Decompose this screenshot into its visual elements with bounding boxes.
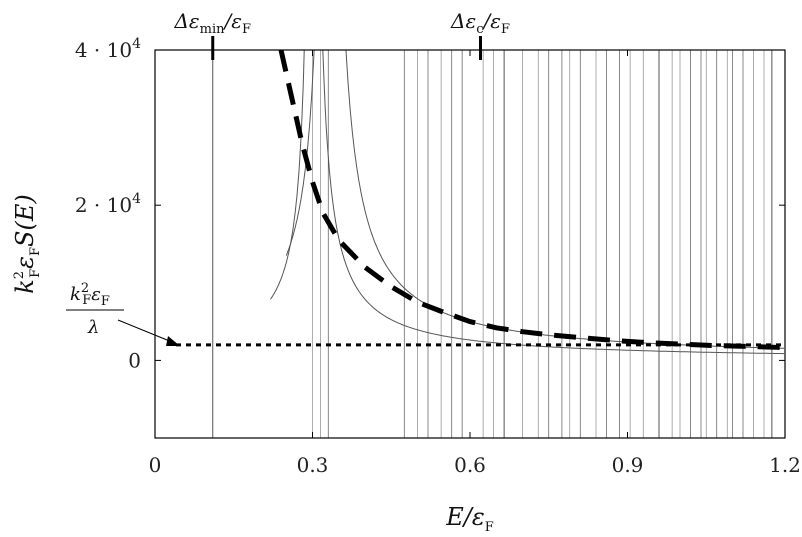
x-tick-label: 0.3 xyxy=(297,453,329,477)
annotation-arrowhead xyxy=(166,336,180,346)
top-markers: Δεmin/εF Δεc/εF xyxy=(173,9,510,60)
top-marker-label: Δεc/εF xyxy=(450,9,510,37)
branch-curves xyxy=(271,0,785,354)
series-dashed-curve xyxy=(281,50,785,348)
x-tick-label: 0.6 xyxy=(454,453,486,477)
y-tick-label: 0 xyxy=(128,348,141,372)
svg-text:k2FεF: k2 FεF xyxy=(70,281,110,309)
x-axis-title: E/εF xyxy=(445,503,494,535)
x-tick-label: 0 xyxy=(149,453,162,477)
resonance-lines xyxy=(213,50,772,438)
y-tick-label: 2 · 104 xyxy=(75,191,141,217)
branch-curve-right xyxy=(329,0,784,348)
x-ticks: 0 0.3 0.6 0.9 1.2 xyxy=(149,50,801,477)
annotation-arrow xyxy=(118,320,172,342)
y-tick-label: 4 · 104 xyxy=(75,36,141,62)
top-marker-label: Δεmin/εF xyxy=(173,9,251,37)
series-layer xyxy=(176,50,785,348)
svg-text:λ: λ xyxy=(87,317,99,338)
annotation-label: k2 FεF λ xyxy=(66,281,124,338)
y-axis-title: k2FεFS(E) xyxy=(11,194,43,293)
x-tick-label: 0.9 xyxy=(612,453,644,477)
y-ticks: 0 2 · 104 4 · 104 xyxy=(75,36,785,372)
x-tick-label: 1.2 xyxy=(769,453,801,477)
